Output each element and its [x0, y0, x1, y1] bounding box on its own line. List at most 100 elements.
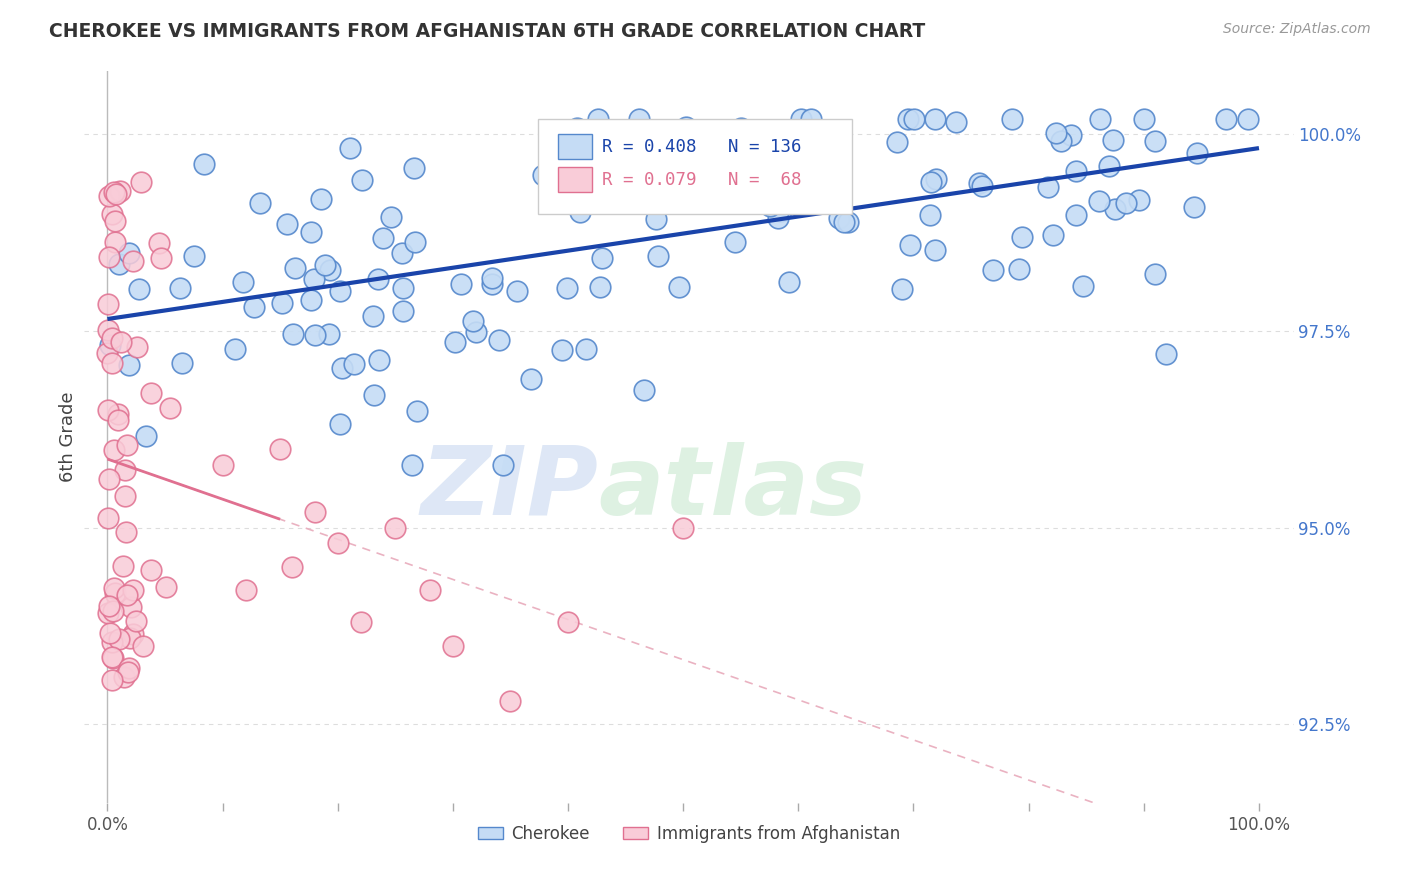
Text: Source: ZipAtlas.com: Source: ZipAtlas.com [1223, 22, 1371, 37]
Point [114, 489, 136, 503]
Point [329, 417, 352, 432]
Point [122, 253, 145, 268]
Point [730, 163, 752, 178]
Point [405, 404, 427, 418]
Point [832, 214, 855, 228]
Point [903, 112, 925, 126]
Point [129, 175, 152, 189]
Point [645, 211, 668, 226]
Point [1008, 262, 1031, 277]
Text: R = 0.408   N = 136: R = 0.408 N = 136 [602, 137, 801, 156]
Point [766, 211, 789, 226]
Point [148, 235, 170, 250]
Point [183, 249, 205, 263]
Point [897, 112, 920, 126]
Point [419, 583, 441, 598]
Point [98, 599, 121, 613]
Point [232, 275, 254, 289]
Point [1071, 279, 1094, 293]
Point [706, 194, 728, 208]
Point [1001, 112, 1024, 126]
Point [110, 335, 132, 350]
Point [318, 326, 340, 341]
Point [118, 661, 141, 675]
Point [555, 281, 578, 295]
Point [981, 263, 1004, 277]
Point [117, 665, 139, 679]
Point [302, 272, 325, 286]
Point [568, 177, 591, 191]
FancyBboxPatch shape [538, 119, 852, 214]
Point [1182, 200, 1205, 214]
Point [115, 524, 138, 539]
Point [730, 121, 752, 136]
Point [1049, 134, 1071, 148]
Point [392, 281, 415, 295]
Point [193, 157, 215, 171]
Point [1036, 180, 1059, 194]
FancyBboxPatch shape [558, 167, 592, 192]
Point [565, 120, 588, 135]
Point [724, 235, 747, 249]
Point [97, 323, 120, 337]
Point [627, 112, 650, 126]
Point [150, 251, 173, 265]
Point [112, 670, 135, 684]
Point [1088, 112, 1111, 126]
Point [568, 205, 591, 219]
Point [104, 235, 127, 249]
Point [1064, 163, 1087, 178]
Point [402, 161, 425, 175]
Point [668, 279, 690, 293]
Point [461, 314, 484, 328]
Point [679, 167, 702, 181]
Point [925, 171, 948, 186]
Point [391, 246, 413, 260]
Point [1042, 227, 1064, 242]
Point [464, 326, 486, 340]
Point [762, 153, 785, 168]
Point [778, 275, 800, 289]
Point [672, 520, 695, 534]
Point [309, 192, 332, 206]
Point [363, 387, 385, 401]
Point [1115, 196, 1137, 211]
Point [790, 112, 813, 126]
Point [520, 371, 543, 385]
Point [104, 586, 127, 600]
Point [107, 412, 129, 426]
Point [97, 189, 120, 203]
Point [117, 588, 139, 602]
Point [299, 293, 322, 308]
Point [633, 384, 655, 398]
Point [371, 231, 394, 245]
Point [1185, 146, 1208, 161]
Point [276, 217, 298, 231]
Point [689, 193, 711, 207]
Point [107, 407, 129, 421]
Text: ZIP: ZIP [420, 442, 599, 535]
Point [135, 429, 157, 443]
Point [103, 443, 125, 458]
Point [575, 342, 598, 356]
Point [224, 342, 246, 356]
Point [557, 615, 579, 629]
Point [591, 251, 613, 265]
Point [118, 358, 141, 372]
Point [96, 511, 118, 525]
Point [1060, 128, 1083, 142]
Point [155, 580, 177, 594]
Point [647, 192, 669, 206]
Point [367, 353, 389, 368]
Point [107, 632, 129, 646]
Point [1133, 112, 1156, 126]
Point [384, 520, 406, 534]
Point [762, 173, 785, 187]
Point [304, 505, 326, 519]
Point [586, 112, 609, 126]
Point [837, 215, 859, 229]
Point [118, 631, 141, 645]
Point [589, 280, 612, 294]
Point [101, 356, 124, 370]
Point [551, 343, 574, 358]
